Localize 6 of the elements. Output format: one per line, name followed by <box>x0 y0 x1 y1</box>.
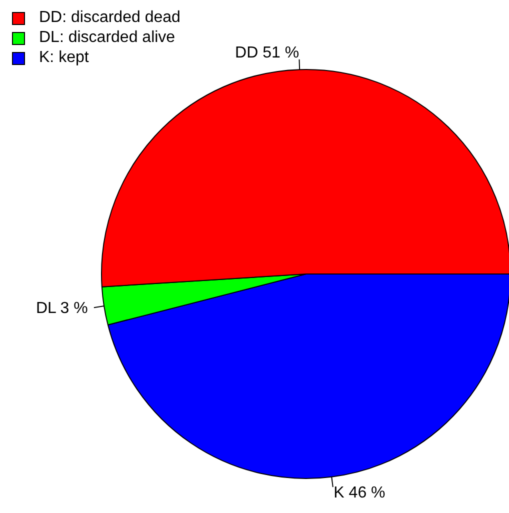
legend-label: DD: discarded dead <box>39 8 180 28</box>
data-label: K 46 % <box>334 484 386 502</box>
data-label: DL 3 % <box>36 300 88 317</box>
legend-label: DL: discarded alive <box>39 28 176 48</box>
data-label: DD 51 % <box>235 44 300 62</box>
legend-label: K: kept <box>39 48 89 68</box>
